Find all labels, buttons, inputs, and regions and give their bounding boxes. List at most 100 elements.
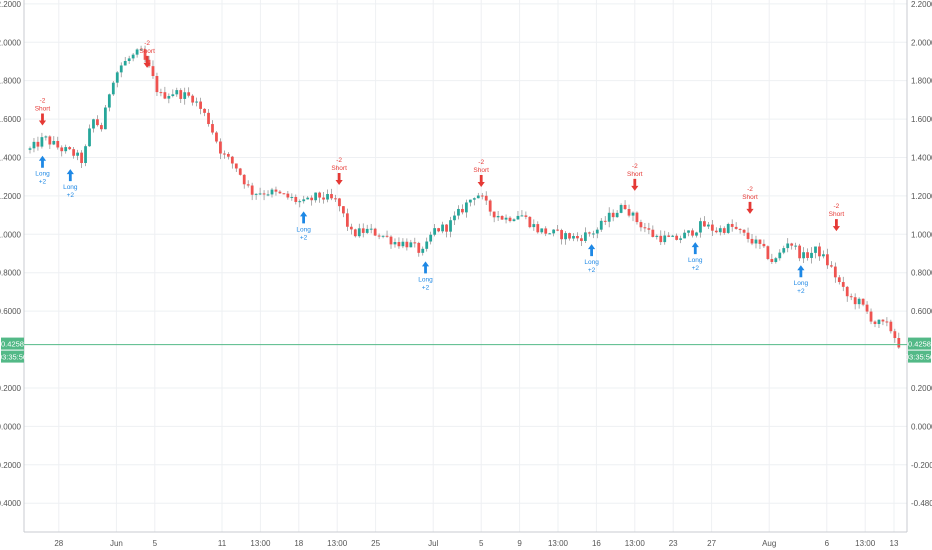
candle-body: [591, 233, 595, 235]
y-tick-label-left: 0.2000: [0, 384, 22, 393]
candle-body: [599, 220, 603, 230]
candle-body: [405, 241, 409, 248]
candle-body: [584, 232, 587, 241]
candle-body: [306, 197, 310, 200]
candle-body: [393, 242, 397, 245]
candle-body: [524, 215, 528, 217]
y-tick-label-right: 2.2000: [911, 0, 932, 9]
candle-body: [115, 72, 119, 83]
candle-body: [540, 228, 544, 233]
candle-body: [365, 228, 369, 233]
candle-body: [865, 304, 869, 312]
candle-body: [314, 192, 318, 201]
x-tick-label: 28: [54, 539, 63, 548]
candle-body: [250, 185, 254, 195]
candle-body: [127, 58, 131, 62]
y-tick-label-right: 1.0000: [911, 230, 932, 239]
x-tick-label: 27: [707, 539, 716, 548]
candle-body: [504, 217, 508, 220]
candle-body: [28, 148, 32, 150]
candle-body: [111, 82, 115, 95]
short-signal-label: Short: [742, 194, 758, 201]
candle-body: [631, 212, 635, 216]
short-signal-label: Short: [139, 48, 155, 55]
y-tick-label-right: 0.0000: [911, 422, 932, 431]
candle-body: [488, 200, 492, 212]
candle-body: [242, 174, 246, 185]
candle-body: [453, 215, 456, 221]
candle-body: [544, 228, 548, 234]
candle-body: [802, 252, 805, 259]
candle-body: [734, 226, 738, 229]
candle-body: [607, 212, 611, 222]
last-price-badge-right: [908, 337, 931, 350]
candle-body: [722, 228, 726, 233]
candle-body: [215, 132, 218, 142]
candle-body: [639, 222, 643, 228]
long-signal-label: Long: [688, 257, 703, 264]
candle-body: [472, 198, 476, 200]
candle-body: [647, 228, 651, 230]
candle-body: [203, 108, 206, 113]
candle-body: [794, 245, 798, 247]
x-tick-label: 13:00: [250, 539, 271, 548]
candle-body: [718, 228, 722, 233]
right-price-axis[interactable]: 2.2000 2.0000 1.8000 1.6000 1.4000 1.2000 1.00…: [911, 0, 932, 508]
candle-body: [322, 197, 325, 200]
candle-body: [774, 258, 778, 262]
candle-body: [68, 147, 72, 150]
x-tick-label: 16: [592, 539, 601, 548]
candle-body: [897, 338, 901, 348]
short-signal-label: Short: [829, 211, 845, 218]
candle-body: [373, 228, 377, 236]
x-tick-label: 13:00: [327, 539, 348, 548]
candle-body: [195, 101, 199, 103]
candle-body: [703, 221, 706, 227]
short-signal-qty: -2: [834, 203, 840, 210]
candle-body: [254, 193, 258, 195]
y-tick-label-left: 0.6000: [0, 307, 22, 316]
candle-body: [814, 246, 817, 253]
candle-body: [48, 136, 52, 145]
candle-body: [425, 241, 429, 249]
x-tick-label: 13:00: [855, 539, 876, 548]
candle-body: [857, 298, 861, 305]
candle-body: [88, 128, 91, 147]
y-tick-label-right: -0.4800: [911, 499, 932, 508]
candle-body: [107, 94, 111, 108]
candle-body: [714, 230, 718, 233]
candle-body: [778, 252, 782, 259]
candle-body: [103, 107, 107, 130]
short-signal-label: Short: [473, 167, 489, 174]
candle-body: [40, 137, 44, 147]
candle-body: [326, 194, 329, 200]
candle-body: [512, 219, 516, 222]
x-tick-label: 13: [890, 539, 899, 548]
candle-body: [655, 235, 659, 237]
candle-body: [468, 199, 472, 203]
x-tick-label: 23: [669, 539, 678, 548]
candle-body: [556, 229, 560, 231]
candle-body: [238, 168, 242, 175]
candle-body: [100, 125, 103, 130]
candle-body: [119, 65, 123, 73]
time-axis[interactable]: 28 Jun 5 11 13:00 18 13:00 25 Jul 5 9 13:00 16 13:00 2…: [54, 539, 899, 548]
y-tick-label-right: 2.0000: [911, 38, 932, 47]
candle-body: [710, 224, 714, 231]
candle-body: [798, 245, 802, 259]
candle-body: [56, 140, 60, 148]
candle-body: [36, 141, 40, 147]
left-price-axis[interactable]: 2.2000 2.0000 1.8000 1.6000 1.4000 1.2000 1.00…: [0, 0, 22, 508]
long-arrow-icon: [38, 155, 47, 168]
last-price-badges: 0.4258 03:35:56 0.4258 03:35:56: [0, 337, 932, 363]
long-signal-qty: +2: [39, 179, 47, 186]
countdown-value-left: 03:35:56: [0, 353, 27, 362]
candle-body: [151, 66, 155, 77]
y-tick-label-right: -0.2000: [911, 461, 932, 470]
long-signal-label: Long: [584, 259, 599, 266]
x-tick-label: 13:00: [548, 539, 569, 548]
long-signal-qty: +2: [692, 265, 700, 272]
candle-body: [413, 242, 417, 244]
